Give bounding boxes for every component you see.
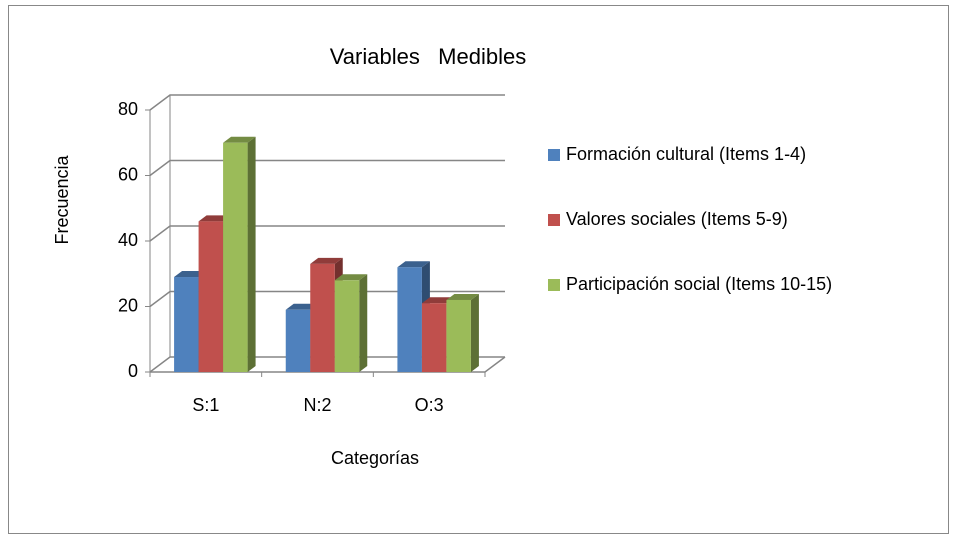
legend-swatch [548,149,560,161]
bar [174,277,199,372]
bar-top [285,303,319,310]
grid-line [149,225,505,242]
bar [310,263,335,372]
y-tick-label: 40 [118,230,138,250]
bar [285,309,311,372]
y-tick-label: 0 [128,361,138,381]
bar [397,267,422,372]
bar [446,299,471,372]
bar-side [247,136,256,372]
legend-label: Participación social (Items 10-15) [566,274,832,294]
bar [198,221,224,372]
legend-swatch [548,214,560,226]
bar-top [198,215,232,222]
bar-top [334,274,368,281]
grid-line [149,290,505,308]
bar-top [446,293,479,300]
bar-side [359,274,368,372]
x-axis-title: Categorías [331,448,419,468]
legend-swatch [548,279,560,291]
bar-top [310,257,343,264]
x-tick-label: N:2 [303,395,331,415]
legend-label: Formación cultural (Items 1-4) [566,144,806,164]
bar [334,280,360,372]
bar-side [470,293,479,372]
chart-title: Variables Medibles [330,44,526,69]
bar [223,142,248,372]
chart-border [8,5,949,534]
bar-top [397,261,430,268]
y-tick-label: 20 [118,295,138,315]
y-tick-label: 60 [118,164,138,184]
y-tick-label: 80 [118,99,138,119]
grid-line [149,356,505,373]
y-axis-title: Frecuencia [52,154,72,244]
bar [421,303,447,372]
x-tick-label: S:1 [192,395,219,415]
grid-line [149,94,505,111]
grid-line [149,159,505,177]
bar-top [223,136,256,143]
bar-top [174,271,207,278]
legend-label: Valores sociales (Items 5-9) [566,209,788,229]
x-tick-label: O:3 [415,395,444,415]
bar-top [421,297,455,304]
